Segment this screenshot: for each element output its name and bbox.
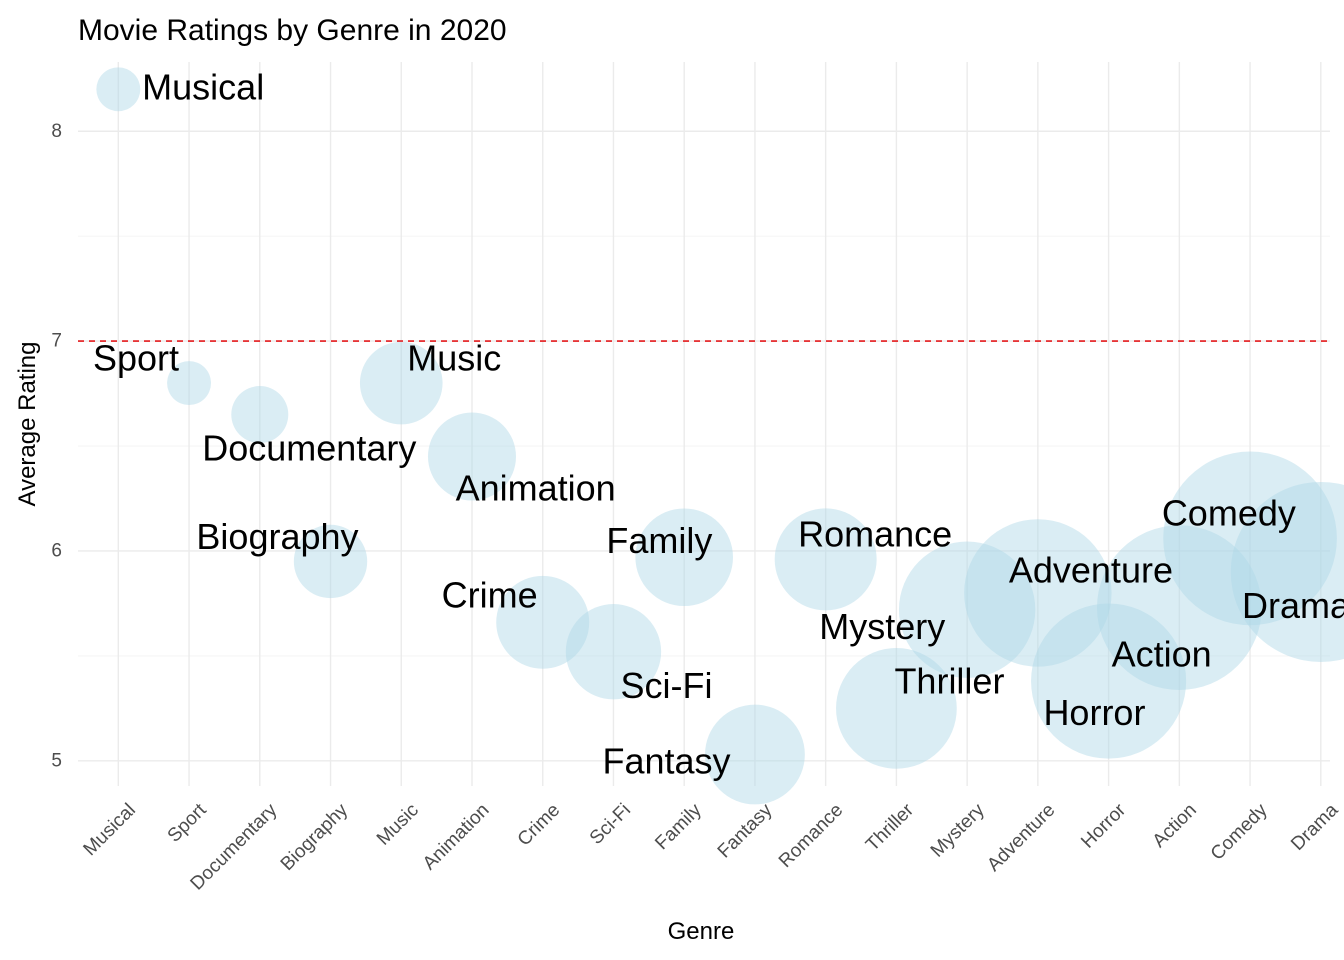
x-tick-label-sport: Sport [164,799,211,846]
x-tick-label-mystery: Mystery [927,799,989,861]
point-label-fantasy: Fantasy [602,740,730,781]
point-label-drama: Drama [1242,585,1344,626]
point-label-animation: Animation [456,468,616,509]
x-tick-label-music: Music [373,800,423,850]
point-label-thriller: Thriller [894,661,1004,702]
point-label-music: Music [407,337,501,378]
point-label-comedy: Comedy [1162,493,1296,534]
x-tick-label-fantasy: Fantasy [714,799,777,862]
point-label-musical: Musical [142,67,264,108]
point-label-action: Action [1112,633,1212,674]
point-label-adventure: Adventure [1009,549,1173,590]
x-axis-title: Genre [668,918,735,945]
point-label-crime: Crime [442,575,538,616]
point-label-romance: Romance [798,514,952,555]
x-tick-label-action: Action [1149,800,1201,852]
x-tick-label-family: Family [651,799,706,854]
x-tick-label-romance: Romance [775,800,847,872]
point-label-biography: Biography [196,516,358,557]
x-tick-label-thriller: Thriller [862,799,918,855]
x-tick-label-horror: Horror [1077,799,1130,852]
point-label-sci-fi: Sci-Fi [621,665,713,706]
x-tick-label-comedy: Comedy [1207,799,1272,864]
point-label-horror: Horror [1043,692,1145,733]
x-tick-label-crime: Crime [514,800,565,851]
x-tick-label-biography: Biography [277,799,353,875]
x-tick-label-adventure: Adventure [983,800,1059,876]
y-axis-title: Average Rating [14,342,41,507]
point-label-sport: Sport [93,337,179,378]
x-tick-label-animation: Animation [419,800,494,875]
y-tick-label: 6 [51,540,62,561]
y-tick-label: 8 [51,121,62,142]
point-label-mystery: Mystery [819,606,945,647]
x-tick-label-drama: Drama [1287,799,1342,854]
y-tick-label: 5 [51,750,62,771]
chart-title: Movie Ratings by Genre in 2020 [78,14,507,47]
y-tick-label: 7 [51,331,62,352]
point-label-documentary: Documentary [202,428,416,469]
y-axis-ticks: 5 6 7 8 [51,121,62,772]
x-tick-label-musical: Musical [80,800,140,860]
bubble-musical [96,67,140,111]
point-label-family: Family [606,520,712,561]
x-tick-label-sci-fi: Sci-Fi [586,800,635,849]
